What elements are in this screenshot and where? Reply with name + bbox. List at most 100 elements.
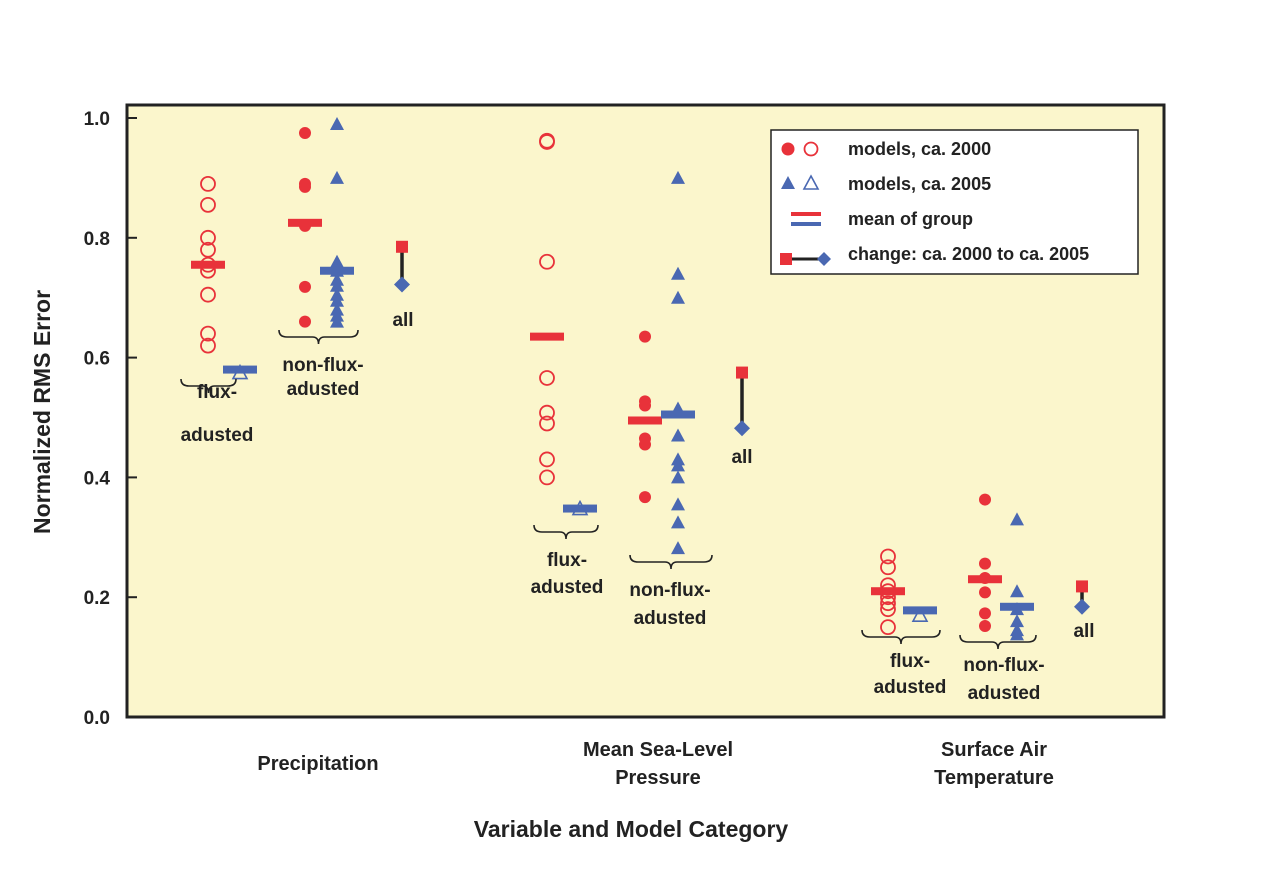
filled-circle-point	[299, 315, 311, 328]
filled-triangle-point	[671, 266, 685, 280]
mean-bar-2005	[223, 365, 257, 374]
change-square-2000	[1076, 580, 1088, 593]
category-label-line2: Temperature	[934, 767, 1054, 789]
filled-circle-point	[639, 399, 651, 412]
change-square-2000	[736, 366, 748, 379]
filled-triangle-point	[1010, 627, 1024, 641]
legend-open-triangle-icon	[802, 174, 820, 190]
open-circle-point	[880, 559, 896, 576]
filled-triangle-point	[1010, 584, 1024, 598]
nonflux-label-line1: non-flux-	[963, 655, 1044, 676]
all-label: all	[1073, 621, 1094, 642]
legend-label-change: change: ca. 2000 to ca. 2005	[848, 244, 1089, 264]
filled-circle-point	[299, 126, 311, 139]
data-marks	[191, 116, 1090, 641]
category-label-line1: Surface Air	[941, 739, 1047, 761]
open-circle-point	[880, 619, 896, 636]
filled-triangle-point	[671, 541, 685, 555]
open-circle-point	[200, 337, 216, 354]
flux-label-line2: adusted	[181, 425, 254, 446]
mean-bar-2000	[288, 218, 322, 227]
y-axis: 0.0 0.2 0.4 0.6 0.8 1.0	[84, 109, 137, 729]
y-tick-label: 0.6	[84, 349, 110, 370]
mean-bar-2005	[661, 410, 695, 419]
filled-circle-point	[979, 607, 991, 620]
group-brace	[861, 629, 941, 645]
legend-open-circle-icon	[803, 141, 819, 157]
open-circle-point	[200, 175, 216, 192]
y-axis-title: Normalized RMS Error	[29, 290, 55, 534]
filled-triangle-point	[671, 470, 685, 484]
nonflux-label-line1: non-flux-	[629, 580, 710, 601]
filled-circle-point	[979, 586, 991, 599]
filled-circle-point	[979, 619, 991, 632]
flux-label-line2: adusted	[531, 577, 604, 598]
change-diamond-2005	[394, 276, 410, 293]
open-circle-point	[539, 451, 555, 468]
legend-label-mean-of-group: mean of group	[848, 209, 973, 229]
group-brace	[278, 329, 359, 345]
open-circle-point	[539, 469, 555, 486]
filled-triangle-point	[671, 515, 685, 529]
change-square-2000	[396, 240, 408, 253]
legend-square-icon	[780, 253, 792, 265]
mean-bar-2000	[191, 260, 225, 269]
open-circle-point	[200, 229, 216, 246]
filled-triangle-point	[330, 116, 344, 130]
legend-blue-mean-bar-icon	[791, 222, 821, 226]
legend-box	[770, 129, 1139, 275]
filled-triangle-point	[671, 428, 685, 442]
open-circle-point	[200, 286, 216, 303]
legend-label-models-2000: models, ca. 2000	[848, 139, 991, 159]
open-circle-point	[880, 595, 896, 612]
category-labels: Precipitation Mean Sea-Level Pressure Surfa…	[257, 739, 1053, 789]
legend-diamond-icon	[817, 252, 831, 266]
filled-triangle-point	[330, 170, 344, 184]
open-circle-point	[539, 134, 555, 150]
filled-circle-point	[299, 280, 311, 293]
filled-triangle-point	[330, 254, 344, 268]
nonflux-label-line2: adusted	[287, 379, 360, 400]
filled-circle-point	[299, 180, 311, 193]
change-diamond-2005	[1074, 598, 1090, 615]
all-label: all	[392, 310, 413, 331]
filled-triangle-point	[330, 278, 344, 292]
y-tick-label: 0.4	[84, 468, 111, 489]
group-labels: flux-adusted non-flux-adusted all flux-adus…	[180, 310, 1095, 704]
y-tick-label: 1.0	[84, 109, 110, 130]
mean-bar-2000	[871, 587, 905, 596]
legend-red-mean-bar-icon	[791, 212, 821, 216]
legend-label-models-2005: models, ca. 2005	[848, 174, 991, 194]
filled-triangle-point	[1010, 614, 1024, 628]
mean-bar-2005	[903, 606, 937, 615]
filled-triangle-point	[671, 497, 685, 511]
change-diamond-2005	[734, 420, 750, 437]
filled-circle-point	[639, 491, 651, 504]
legend-filled-circle-icon	[781, 142, 795, 156]
group-brace	[533, 524, 599, 540]
filled-triangle-point	[1010, 512, 1024, 526]
open-circle-point	[200, 196, 216, 213]
filled-triangle-point	[330, 314, 344, 328]
filled-triangle-point	[671, 170, 685, 184]
nonflux-label-line1: non-flux-	[282, 355, 363, 376]
legend-filled-triangle-icon	[781, 176, 795, 189]
flux-label-line1: flux-	[547, 550, 587, 571]
open-circle-point	[539, 253, 555, 270]
flux-label-line1: flux-	[197, 382, 237, 403]
mean-bar-2000	[968, 575, 1002, 584]
category-label: Precipitation	[257, 753, 378, 775]
filled-triangle-point	[330, 293, 344, 307]
mean-bar-2005	[320, 266, 354, 275]
group-brace	[959, 634, 1037, 650]
open-circle-point	[880, 548, 896, 565]
filled-circle-point	[979, 557, 991, 570]
nonflux-label-line2: adusted	[968, 683, 1041, 704]
y-tick-label: 0.8	[84, 229, 110, 250]
category-label-line2: Pressure	[615, 767, 701, 789]
y-tick-label: 0.2	[84, 588, 110, 609]
mean-bar-2005	[1000, 602, 1034, 611]
open-circle-point	[200, 241, 216, 258]
mean-bar-2005	[563, 504, 597, 513]
open-circle-point	[539, 370, 555, 386]
